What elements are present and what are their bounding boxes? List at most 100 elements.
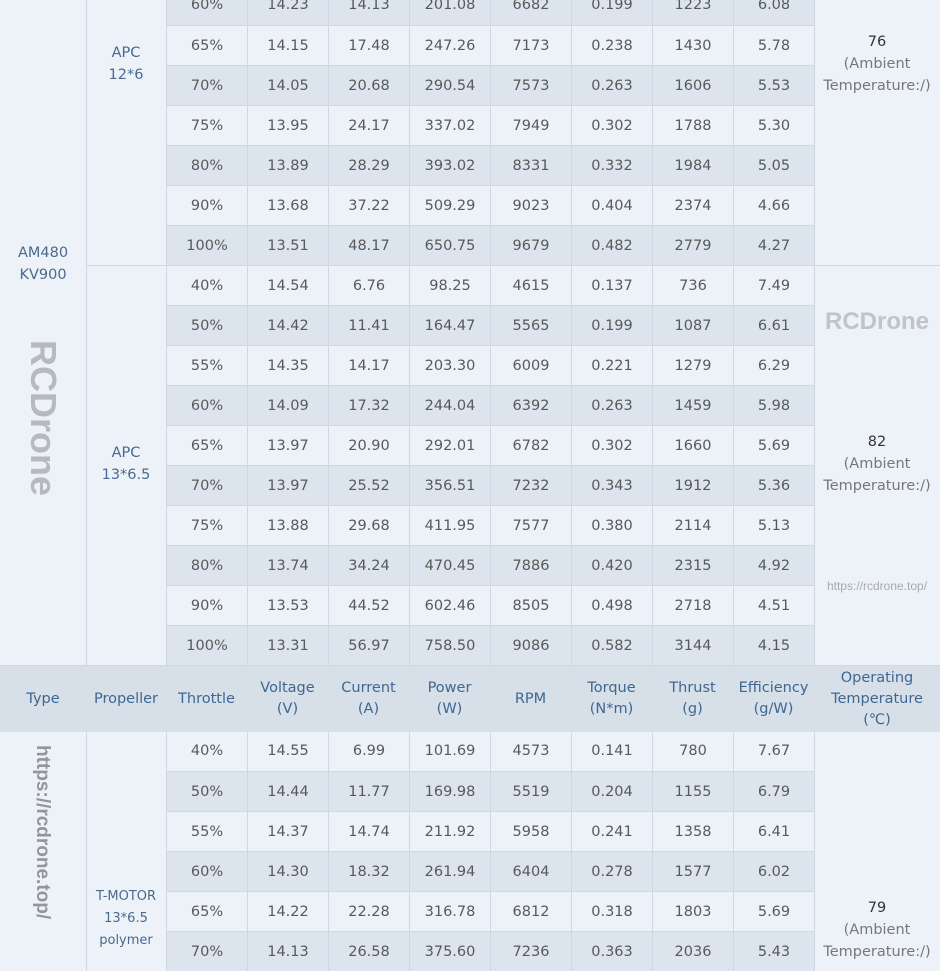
voltage-cell: 14.15	[247, 25, 328, 65]
voltage-cell: 14.30	[247, 851, 328, 891]
power-cell: 758.50	[409, 625, 490, 665]
torque-cell: 0.302	[571, 425, 652, 465]
current-cell: 6.99	[328, 731, 409, 771]
efficiency-cell: 6.29	[733, 345, 814, 385]
column-header: Operating Temperature (℃)	[831, 669, 923, 728]
efficiency-cell: 4.66	[733, 185, 814, 225]
thrust-cell: 2036	[652, 931, 733, 971]
rpm-cell: 7173	[490, 25, 571, 65]
column-header: Throttle	[178, 690, 235, 707]
current-cell: 17.48	[328, 25, 409, 65]
efficiency-cell: 6.41	[733, 811, 814, 851]
voltage-cell: 13.97	[247, 465, 328, 505]
efficiency-cell: 5.78	[733, 25, 814, 65]
thrust-cell: 2718	[652, 585, 733, 625]
voltage-cell: 13.89	[247, 145, 328, 185]
current-cell: 20.68	[328, 65, 409, 105]
temperature-cell	[814, 0, 940, 265]
current-cell: 14.13	[328, 0, 409, 25]
thrust-cell: 1358	[652, 811, 733, 851]
voltage-cell: 14.35	[247, 345, 328, 385]
power-cell: 393.02	[409, 145, 490, 185]
propeller-label: T-MOTOR 13*6.5 polymer	[95, 889, 157, 948]
throttle-cell: 100%	[166, 625, 247, 665]
efficiency-cell: 5.05	[733, 145, 814, 185]
power-cell: 316.78	[409, 891, 490, 931]
power-cell: 244.04	[409, 385, 490, 425]
current-cell: 24.17	[328, 105, 409, 145]
thrust-cell: 2114	[652, 505, 733, 545]
efficiency-cell: 5.13	[733, 505, 814, 545]
temperature-label: 79 (Ambient Temperature:/)	[814, 897, 940, 963]
torque-cell: 0.221	[571, 345, 652, 385]
thrust-cell: 3144	[652, 625, 733, 665]
rpm-cell: 5565	[490, 305, 571, 345]
temperature-cell	[814, 265, 940, 665]
torque-cell: 0.420	[571, 545, 652, 585]
efficiency-cell: 5.69	[733, 425, 814, 465]
thrust-cell: 780	[652, 731, 733, 771]
thrust-cell: 1788	[652, 105, 733, 145]
motor-type-label: AM480 KV900	[17, 245, 69, 283]
current-cell: 17.32	[328, 385, 409, 425]
column-header: Voltage (V)	[260, 680, 315, 717]
throttle-cell: 60%	[166, 851, 247, 891]
rpm-cell: 9679	[490, 225, 571, 265]
propeller-label: APC 13*6.5	[101, 445, 151, 483]
current-cell: 29.68	[328, 505, 409, 545]
thrust-cell: 1087	[652, 305, 733, 345]
throttle-cell: 65%	[166, 425, 247, 465]
efficiency-cell: 5.98	[733, 385, 814, 425]
torque-cell: 0.582	[571, 625, 652, 665]
torque-cell: 0.332	[571, 145, 652, 185]
thrust-cell: 2374	[652, 185, 733, 225]
current-cell: 22.28	[328, 891, 409, 931]
torque-cell: 0.343	[571, 465, 652, 505]
current-cell: 37.22	[328, 185, 409, 225]
rpm-cell: 6392	[490, 385, 571, 425]
power-cell: 375.60	[409, 931, 490, 971]
torque-cell: 0.241	[571, 811, 652, 851]
rpm-cell: 6404	[490, 851, 571, 891]
rpm-cell: 4573	[490, 731, 571, 771]
power-cell: 203.30	[409, 345, 490, 385]
voltage-cell: 14.05	[247, 65, 328, 105]
current-cell: 18.32	[328, 851, 409, 891]
efficiency-cell: 6.08	[733, 0, 814, 25]
efficiency-cell: 5.30	[733, 105, 814, 145]
rpm-cell: 9086	[490, 625, 571, 665]
voltage-cell: 13.74	[247, 545, 328, 585]
voltage-cell: 14.55	[247, 731, 328, 771]
thrust-cell: 1984	[652, 145, 733, 185]
current-cell: 11.41	[328, 305, 409, 345]
thrust-cell: 1279	[652, 345, 733, 385]
throttle-cell: 75%	[166, 505, 247, 545]
thrust-cell: 1577	[652, 851, 733, 891]
rpm-cell: 8505	[490, 585, 571, 625]
rpm-cell: 5519	[490, 771, 571, 811]
current-cell: 48.17	[328, 225, 409, 265]
voltage-cell: 13.95	[247, 105, 328, 145]
temperature-note: (Ambient Temperature:/)	[823, 456, 931, 494]
voltage-cell: 13.51	[247, 225, 328, 265]
rpm-cell: 7949	[490, 105, 571, 145]
thrust-cell: 1459	[652, 385, 733, 425]
voltage-cell: 14.09	[247, 385, 328, 425]
rpm-cell: 8331	[490, 145, 571, 185]
efficiency-cell: 6.02	[733, 851, 814, 891]
thrust-cell: 1803	[652, 891, 733, 931]
power-cell: 98.25	[409, 265, 490, 305]
throttle-cell: 80%	[166, 545, 247, 585]
efficiency-cell: 4.51	[733, 585, 814, 625]
rpm-cell: 6812	[490, 891, 571, 931]
rpm-cell: 7886	[490, 545, 571, 585]
voltage-cell: 14.42	[247, 305, 328, 345]
efficiency-cell: 5.43	[733, 931, 814, 971]
efficiency-cell: 5.53	[733, 65, 814, 105]
current-cell: 6.76	[328, 265, 409, 305]
type-column-bg	[0, 731, 86, 948]
power-cell: 201.08	[409, 0, 490, 25]
torque-cell: 0.141	[571, 731, 652, 771]
torque-cell: 0.482	[571, 225, 652, 265]
power-cell: 261.94	[409, 851, 490, 891]
